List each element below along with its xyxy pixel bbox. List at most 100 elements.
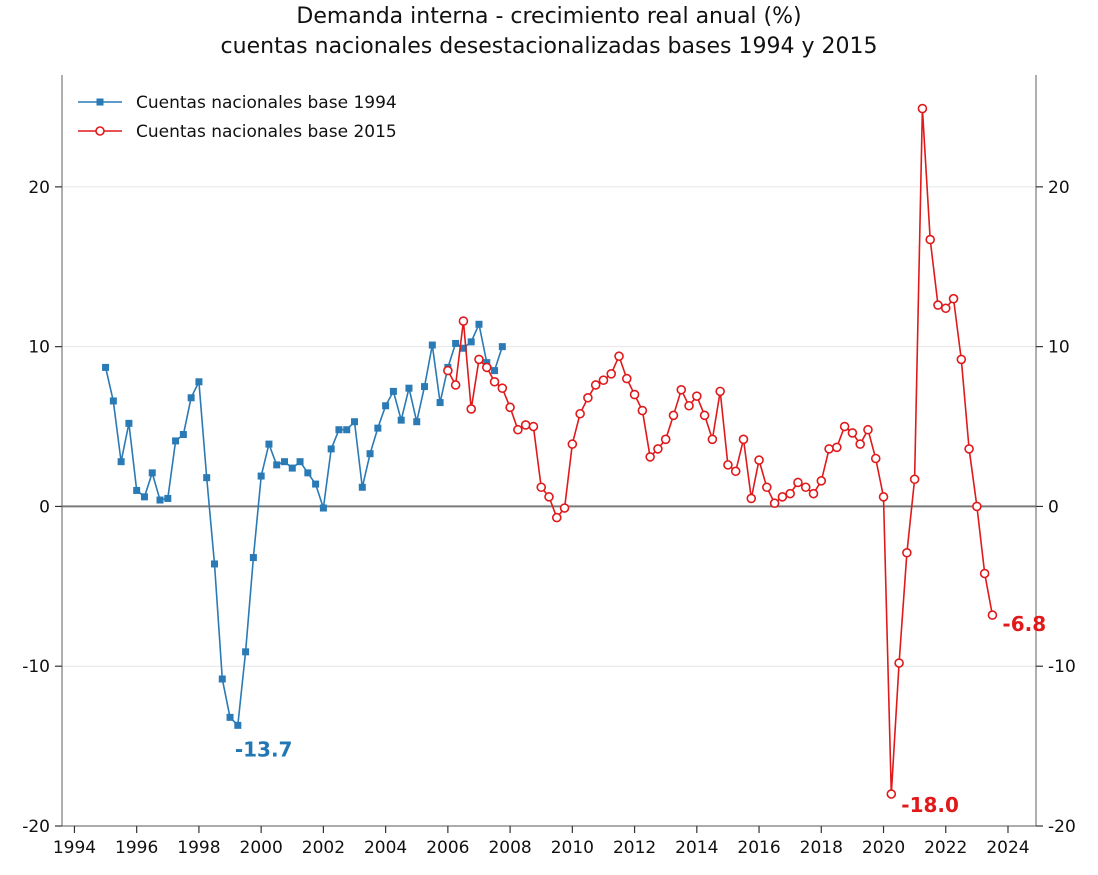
data-point-circle (614, 351, 624, 362)
data-point-square (327, 445, 335, 453)
x-tick-label: 2012 (613, 838, 656, 858)
data-point-circle (458, 316, 469, 326)
data-point-circle (979, 568, 990, 579)
data-point-circle (606, 369, 617, 379)
data-point-square (203, 474, 211, 482)
series-line-1 (104, 321, 504, 728)
data-point-square (358, 483, 366, 491)
data-point-square (109, 397, 117, 405)
data-point-circle (528, 421, 539, 432)
data-point-circle (544, 492, 554, 502)
x-tick-label: 2000 (240, 838, 283, 858)
data-point-circle (785, 488, 795, 499)
data-point-circle (855, 439, 865, 449)
data-point-square (459, 344, 467, 352)
data-point-circle (808, 488, 819, 499)
data-point-square (117, 458, 125, 466)
chart-title-line2: cuentas nacionales desestacionalizadas b… (220, 34, 878, 59)
data-point-circle (777, 492, 788, 502)
data-point-circle (551, 512, 562, 523)
data-point-circle (575, 408, 585, 419)
data-point-circle (684, 400, 694, 411)
data-point-square (366, 450, 374, 458)
data-point-circle (769, 498, 780, 509)
annotation-label: -18.0 (901, 793, 959, 817)
data-point-square (467, 338, 475, 346)
data-point-circle (520, 420, 531, 430)
data-point-square (102, 363, 110, 371)
data-point-circle (902, 547, 912, 558)
y-tick-label-right: 10 (1048, 338, 1070, 358)
y-tick-label-left: 10 (28, 338, 50, 358)
x-tick-label: 2002 (302, 838, 345, 858)
data-point-circle (894, 658, 904, 668)
data-point-circle (839, 421, 850, 432)
data-point-square (335, 426, 343, 434)
y-tick-label-right: 20 (1048, 178, 1070, 198)
data-point-circle (481, 362, 492, 373)
legend-marker-circle (95, 126, 105, 136)
annotation-label: -6.8 (1002, 612, 1046, 636)
chart-title: Demanda interna - crecimiento real anual… (0, 2, 1098, 62)
data-point-circle (870, 453, 881, 464)
data-point-circle (598, 375, 609, 385)
x-tick-label: 1996 (115, 838, 158, 858)
y-tick-label-right: -10 (1048, 657, 1076, 677)
data-point-circle (590, 380, 601, 390)
data-point-circle (513, 424, 523, 435)
data-point-circle (559, 503, 570, 513)
data-point-square (498, 343, 506, 351)
x-tick-label: 2022 (924, 838, 967, 858)
legend-label-base-1994: Cuentas nacionales base 1994 (136, 93, 397, 113)
data-point-square (491, 367, 499, 375)
data-point-circle (583, 392, 593, 403)
data-point-circle (940, 303, 951, 314)
data-point-circle (621, 373, 632, 384)
data-point-circle (443, 365, 453, 376)
legend-label-base-2015: Cuentas nacionales base 2015 (136, 122, 397, 142)
data-point-square (389, 387, 397, 395)
data-point-square (428, 341, 436, 349)
data-point-circle (645, 452, 655, 462)
data-point-circle (715, 386, 725, 397)
data-point-circle (450, 380, 461, 390)
data-point-circle (917, 103, 928, 114)
x-tick-label: 2006 (426, 838, 469, 858)
y-tick-label-left: -10 (22, 657, 50, 677)
data-point-square (413, 418, 421, 426)
data-point-circle (699, 410, 710, 421)
y-tick-label-right: -20 (1048, 817, 1076, 837)
data-point-square (187, 394, 195, 402)
data-point-square (195, 378, 203, 386)
data-point-square (436, 399, 444, 407)
data-point-square (156, 496, 164, 504)
data-point-square (343, 426, 351, 434)
data-point-square (249, 554, 257, 562)
series-line-2 (447, 108, 994, 795)
data-point-circle (816, 476, 827, 486)
data-point-square (125, 419, 133, 427)
data-point-circle (536, 482, 547, 493)
data-point-square (210, 560, 218, 568)
data-point-square (140, 493, 148, 501)
x-tick-label: 2014 (675, 838, 718, 858)
data-point-square (382, 402, 390, 410)
annotation-label: -13.7 (235, 737, 293, 761)
data-point-circle (863, 424, 873, 435)
y-tick-label-left: 20 (28, 178, 50, 198)
data-point-square (164, 494, 172, 502)
data-point-square (148, 469, 156, 477)
data-point-square (397, 416, 405, 424)
data-point-circle (948, 293, 959, 304)
data-point-square (374, 424, 382, 432)
x-tick-label: 2020 (862, 838, 905, 858)
x-tick-label: 2018 (800, 838, 843, 858)
data-point-square (351, 418, 359, 426)
data-point-circle (489, 376, 500, 387)
data-point-circle (567, 439, 578, 449)
data-point-circle (668, 410, 679, 421)
data-point-square (179, 431, 187, 439)
data-point-circle (793, 477, 803, 488)
annotations: -13.7 -18.0 -6.8 (235, 612, 1046, 817)
